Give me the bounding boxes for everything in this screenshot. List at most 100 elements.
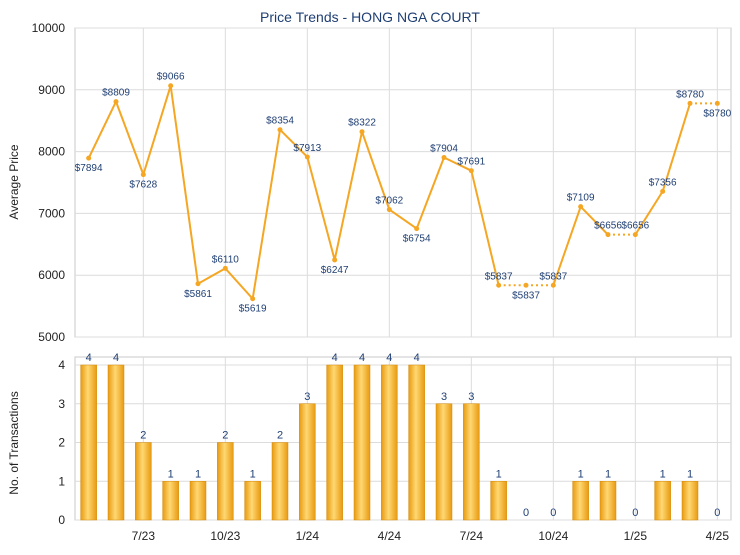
price-point xyxy=(632,232,638,238)
transaction-bar xyxy=(162,481,179,521)
price-point xyxy=(113,99,119,105)
price-point xyxy=(605,232,611,238)
price-point xyxy=(496,282,502,288)
price-line-segment xyxy=(579,205,609,236)
transactions-plot-area xyxy=(74,356,732,521)
transaction-bar xyxy=(490,481,507,521)
transaction-count-label: 1 xyxy=(687,468,693,480)
transaction-count-label: 1 xyxy=(660,468,666,480)
transactions-bar-chart: 0 1 2 3 4 7/23 10/23 1/24 4/24 7/24 10/24 1/25 4/25 4… xyxy=(58,352,732,543)
price-data-label: $6656 xyxy=(621,221,649,232)
price-line-segment xyxy=(661,103,691,192)
price-point xyxy=(523,282,529,288)
price-data-label: $7628 xyxy=(129,180,157,191)
transaction-bar xyxy=(572,481,589,521)
transaction-count-label: 3 xyxy=(468,391,474,403)
transactions-tick-label: 2 xyxy=(58,436,65,450)
transactions-tick-label: 4 xyxy=(58,358,65,372)
price-line-segment xyxy=(197,267,226,285)
price-tick-label: 10000 xyxy=(32,21,66,35)
transaction-bar xyxy=(107,364,125,521)
price-tick-label: 5000 xyxy=(38,330,65,344)
transaction-bar xyxy=(189,481,207,521)
transaction-count-label: 1 xyxy=(496,468,502,480)
price-point xyxy=(714,100,720,106)
price-data-label: $6110 xyxy=(212,254,240,265)
x-tick-label: 1/24 xyxy=(296,529,320,543)
transaction-bar xyxy=(271,442,289,521)
transaction-count-label: 2 xyxy=(222,430,228,442)
transaction-count-label: 3 xyxy=(441,391,447,403)
price-point xyxy=(86,155,92,161)
price-data-label: $8354 xyxy=(266,116,294,127)
transaction-count-label: 4 xyxy=(86,352,92,364)
price-line-segment xyxy=(415,157,445,229)
price-point xyxy=(168,83,174,89)
price-line-segment xyxy=(634,190,664,236)
price-axis-label: Average Price xyxy=(7,144,21,219)
transaction-bar xyxy=(217,442,234,521)
price-point xyxy=(195,281,201,287)
price-point xyxy=(277,127,283,133)
price-data-label: $5861 xyxy=(184,289,212,300)
transaction-bar xyxy=(299,403,316,521)
price-data-label: $9066 xyxy=(157,72,185,83)
price-point xyxy=(359,129,365,135)
price-data-label: $8322 xyxy=(348,118,376,129)
price-point xyxy=(550,282,556,288)
price-line-segment xyxy=(388,208,418,230)
transaction-bar xyxy=(135,442,152,521)
price-data-label: $5837 xyxy=(539,271,567,282)
price-point xyxy=(140,172,146,178)
price-point xyxy=(660,188,666,194)
transaction-bar xyxy=(408,364,425,521)
transaction-count-label: 2 xyxy=(140,430,146,442)
price-line-segment xyxy=(224,267,254,300)
price-line-segment xyxy=(169,85,199,284)
price-point xyxy=(250,296,256,302)
price-line-segment xyxy=(87,101,117,159)
price-data-label: $5837 xyxy=(512,290,540,301)
price-line-segment xyxy=(142,85,172,175)
transaction-bar xyxy=(244,481,261,521)
price-data-label: $7894 xyxy=(75,163,103,174)
price-data-label: $8809 xyxy=(102,88,130,99)
price-point xyxy=(386,207,392,213)
price-data-label: $7691 xyxy=(457,157,485,168)
price-point xyxy=(441,155,447,161)
transaction-bar xyxy=(326,364,343,521)
chart-title: Price Trends - HONG NGA COURT xyxy=(260,9,480,25)
price-line-segment xyxy=(552,206,582,286)
price-data-label: $8780 xyxy=(703,108,731,119)
price-point xyxy=(578,204,584,210)
transaction-count-label: 1 xyxy=(605,468,611,480)
price-point xyxy=(414,226,420,232)
price-point xyxy=(332,257,338,263)
transaction-bar xyxy=(599,481,617,521)
transaction-count-label: 1 xyxy=(250,468,256,480)
transactions-tick-label: 3 xyxy=(58,397,65,411)
x-tick-label: 4/25 xyxy=(706,529,730,543)
transaction-bar xyxy=(654,481,671,521)
transactions-axis-label: No. of Transactions xyxy=(7,391,21,494)
transaction-bar xyxy=(381,364,398,521)
transaction-bar xyxy=(80,364,97,521)
transaction-count-label: 4 xyxy=(113,352,119,364)
transaction-bar xyxy=(353,364,371,521)
transaction-count-label: 0 xyxy=(714,507,720,519)
price-data-label: $6656 xyxy=(594,221,622,232)
transaction-count-label: 0 xyxy=(523,507,529,519)
price-data-label: $7062 xyxy=(375,196,403,207)
price-data-label: $7913 xyxy=(293,143,321,154)
transaction-count-label: 4 xyxy=(386,352,392,364)
x-tick-label: 1/25 xyxy=(624,529,648,543)
price-line-segment xyxy=(333,131,363,261)
price-data-label: $8780 xyxy=(676,89,704,100)
transactions-tick-label: 0 xyxy=(58,513,65,527)
transaction-count-label: 2 xyxy=(277,430,283,442)
price-tick-label: 7000 xyxy=(38,206,65,220)
price-line-segment xyxy=(115,101,145,175)
transaction-count-label: 4 xyxy=(332,352,338,364)
